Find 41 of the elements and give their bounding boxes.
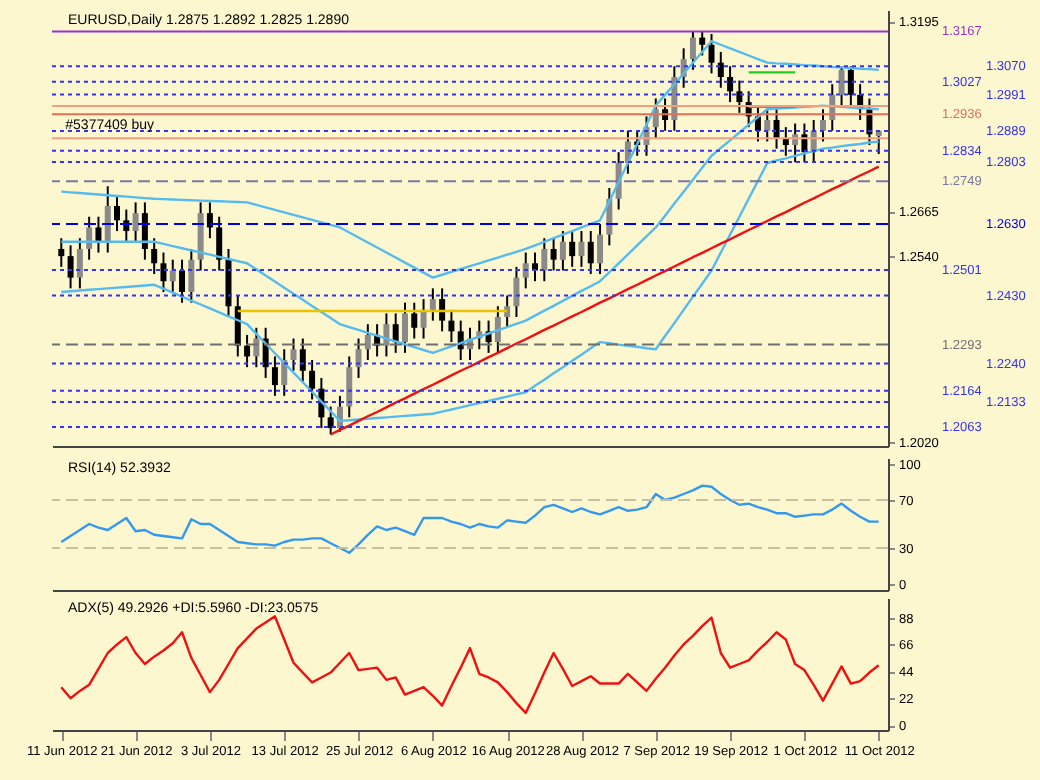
candlestick	[86, 215, 93, 261]
candlestick	[355, 337, 362, 379]
candlestick	[299, 337, 306, 383]
candlestick	[773, 108, 780, 150]
candlestick	[392, 312, 399, 354]
candlestick	[708, 33, 715, 75]
candlestick	[587, 230, 594, 276]
candlestick	[114, 194, 121, 233]
candlestick	[736, 79, 743, 114]
candlestick	[513, 265, 520, 319]
line-series	[60, 484, 880, 554]
candlestick	[216, 215, 223, 272]
candlestick	[504, 294, 511, 329]
candlestick	[95, 215, 102, 254]
candlestick	[58, 237, 65, 268]
candlestick	[206, 201, 213, 240]
candlestick	[67, 244, 74, 290]
line-series	[60, 39, 880, 279]
candlestick	[411, 301, 418, 340]
candlestick	[569, 230, 576, 268]
line-series	[329, 165, 880, 436]
candlestick	[76, 237, 83, 290]
candlestick	[160, 251, 167, 293]
candlestick	[550, 237, 557, 272]
candlestick	[309, 359, 316, 401]
candlestick	[151, 237, 158, 276]
candlestick	[327, 405, 334, 436]
candlestick	[439, 287, 446, 333]
candlestick	[271, 355, 278, 397]
candlestick	[225, 247, 232, 319]
candlestick	[244, 333, 251, 369]
candlestick	[727, 65, 734, 104]
candlestick	[448, 308, 455, 344]
candlestick	[699, 30, 706, 57]
candlestick	[819, 108, 826, 143]
candlestick	[717, 50, 724, 89]
candlestick	[847, 65, 854, 107]
candlestick	[420, 298, 427, 340]
line-series	[60, 615, 880, 715]
candlestick	[179, 258, 186, 304]
candlestick	[346, 355, 353, 419]
